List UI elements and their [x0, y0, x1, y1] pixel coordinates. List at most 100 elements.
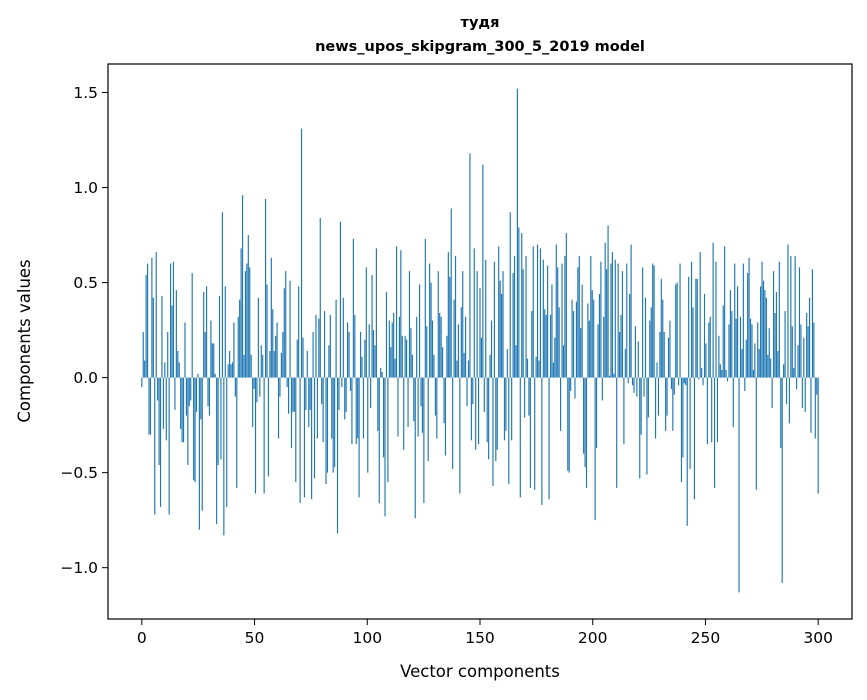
bar: [613, 373, 615, 378]
bar: [362, 377, 365, 439]
bar: [567, 377, 569, 471]
bar: [171, 305, 173, 378]
bar: [443, 377, 445, 424]
bar: [279, 377, 281, 397]
bar: [172, 261, 175, 378]
bar: [325, 377, 327, 485]
bar: [703, 293, 706, 378]
bar: [525, 255, 527, 378]
bar: [572, 311, 575, 378]
bar: [617, 263, 619, 378]
bar: [321, 377, 323, 405]
bar: [162, 377, 164, 429]
bar: [218, 295, 221, 378]
bar: [774, 312, 776, 378]
bar: [249, 267, 251, 378]
bar: [262, 354, 264, 378]
bar: [624, 349, 626, 378]
bar: [188, 377, 190, 407]
bar: [755, 377, 757, 490]
bar: [305, 377, 307, 410]
bar: [442, 347, 444, 378]
bar: [374, 345, 376, 378]
bar: [430, 282, 432, 378]
bar: [380, 368, 382, 378]
y-tick-label: −1.0: [60, 559, 98, 577]
bar: [562, 345, 565, 378]
bar: [699, 252, 701, 378]
chart-title-line2: news_upos_skipgram_300_5_2019 model: [315, 39, 645, 55]
bar: [570, 377, 572, 391]
bar: [313, 377, 316, 479]
bar: [686, 377, 688, 526]
bar: [778, 261, 780, 378]
bar: [272, 309, 274, 378]
bar: [660, 278, 662, 378]
bar: [401, 335, 403, 378]
bar: [597, 324, 599, 378]
bar: [185, 377, 187, 416]
bar: [581, 284, 583, 378]
bar: [418, 284, 421, 378]
bar: [629, 293, 631, 378]
bar: [675, 284, 677, 378]
bar: [224, 286, 226, 378]
bar: [309, 377, 311, 410]
bar: [688, 276, 690, 378]
bar: [177, 351, 179, 378]
bar: [600, 261, 602, 378]
x-axis-label: Vector components: [400, 662, 560, 681]
bar: [708, 322, 710, 378]
bar: [452, 377, 454, 469]
bar: [349, 377, 352, 391]
bar: [158, 377, 160, 466]
y-tick-label: 1.5: [73, 84, 98, 102]
bar: [254, 377, 257, 494]
bar: [372, 330, 375, 378]
bar: [780, 377, 782, 448]
bar: [239, 299, 241, 378]
bar: [642, 267, 644, 378]
bar: [145, 274, 147, 378]
bar: [493, 261, 495, 378]
bar: [511, 377, 513, 441]
bar: [420, 377, 422, 407]
bar: [558, 307, 560, 378]
bar: [506, 349, 508, 378]
bar: [732, 377, 734, 428]
bar: [482, 164, 484, 378]
bar: [246, 263, 248, 378]
x-tick-label: 200: [578, 629, 608, 647]
bar: [595, 377, 598, 448]
bar: [167, 332, 169, 378]
bar: [447, 252, 449, 378]
bar: [565, 233, 567, 378]
bar: [508, 377, 510, 485]
bar: [552, 362, 554, 378]
bar: [211, 343, 213, 378]
bar: [289, 280, 291, 378]
x-axis-ticks: 0 50 100 150 200 250 300: [137, 619, 833, 647]
bar: [233, 322, 235, 378]
bar: [796, 377, 798, 390]
bar: [375, 248, 377, 378]
bar: [462, 271, 464, 378]
bar: [798, 267, 801, 378]
bar: [610, 263, 612, 378]
bar: [159, 377, 162, 507]
x-tick-label: 250: [691, 629, 721, 647]
bar: [387, 377, 389, 483]
bar: [181, 377, 183, 443]
bar: [429, 263, 431, 378]
bar: [797, 345, 799, 378]
bar: [316, 377, 318, 439]
bar: [388, 320, 390, 378]
bar: [768, 328, 770, 378]
bar: [685, 377, 687, 386]
bar: [210, 320, 212, 378]
bar: [253, 377, 255, 390]
bar: [639, 377, 641, 479]
bar: [234, 377, 236, 397]
bar: [351, 377, 353, 445]
bar: [515, 345, 517, 378]
